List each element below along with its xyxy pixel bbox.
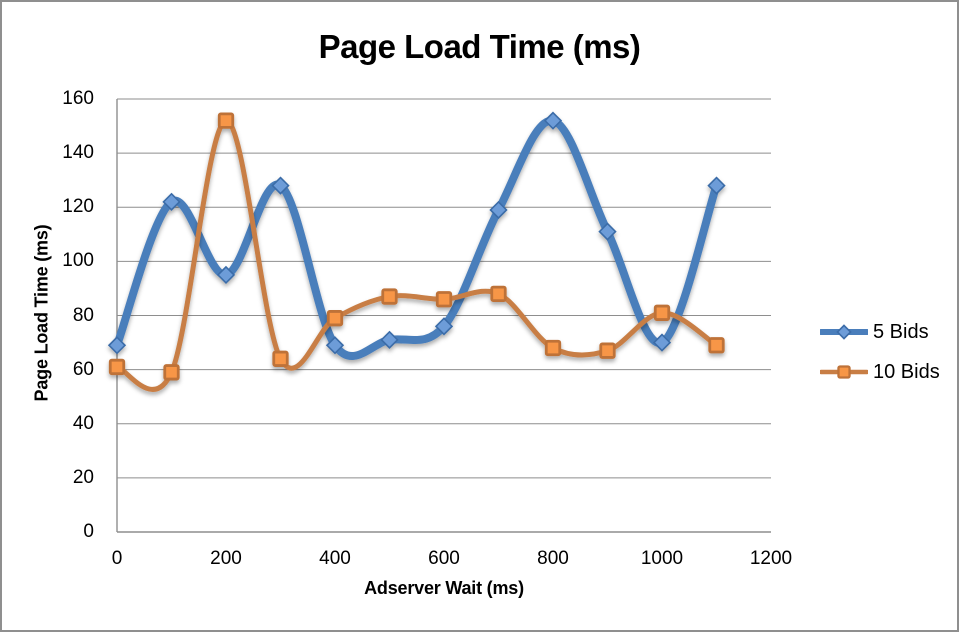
chart-title: Page Load Time (ms): [318, 28, 641, 65]
y-tick-label: 100: [62, 250, 94, 272]
marker-10-bids: [217, 112, 235, 129]
x-tick-label: 0: [111, 548, 123, 569]
marker-5-bids: [598, 222, 617, 241]
x-axis-title: Adserver Wait (ms): [364, 578, 524, 598]
x-tick-label: 600: [428, 548, 460, 569]
marker-10-bids: [163, 364, 180, 381]
legend-label-10-bids: 10 Bids: [873, 360, 940, 383]
legend-swatch-10-bids: [820, 365, 868, 379]
y-tick-label: 60: [72, 358, 94, 380]
marker-5-bids: [489, 200, 508, 220]
y-tick-label: 160: [62, 88, 94, 109]
y-tick-label: 140: [62, 142, 94, 164]
x-tick-label: 400: [319, 548, 351, 569]
marker-5-bids: [162, 192, 181, 211]
marker-10-bids: [599, 342, 616, 359]
marker-10-bids: [272, 350, 289, 367]
marker-5-bids: [380, 330, 399, 349]
marker-5-bids: [434, 317, 454, 336]
legend-swatch-5-bids: [820, 324, 868, 340]
y-tick-label: 40: [72, 412, 94, 434]
legend: 5 Bids 10 Bids: [820, 319, 940, 385]
marker-5-bids: [652, 333, 672, 352]
marker-10-bids: [490, 285, 507, 303]
marker-5-bids: [543, 111, 563, 130]
marker-5-bids: [325, 336, 345, 355]
legend-item-5-bids: 5 Bids: [820, 319, 940, 345]
marker-10-bids: [381, 288, 398, 305]
marker-5-bids: [107, 336, 127, 355]
y-tick-label: 120: [62, 196, 94, 218]
marker-5-bids: [836, 324, 852, 340]
marker-5-bids: [707, 176, 726, 195]
x-tick-label: 800: [537, 548, 569, 569]
legend-label-5-bids: 5 Bids: [873, 320, 929, 343]
x-tick-label: 1000: [640, 548, 684, 569]
y-tick-label: 20: [72, 466, 94, 488]
series-5-bids: [107, 111, 726, 361]
marker-5-bids: [271, 176, 290, 195]
marker-10-bids: [708, 337, 725, 354]
marker-10-bids: [108, 358, 126, 376]
marker-10-bids: [653, 304, 671, 321]
marker-10-bids: [837, 365, 851, 379]
marker-10-bids: [326, 310, 344, 327]
series-line-5-bids: [113, 116, 721, 361]
marker-5-bids: [216, 265, 236, 285]
marker-10-bids: [544, 339, 562, 357]
series-10-bids: [108, 112, 725, 392]
x-tick-label: 1200: [749, 548, 793, 569]
y-tick-label: 0: [83, 521, 94, 542]
x-tick-label: 200: [210, 548, 242, 569]
legend-item-10-bids: 10 Bids: [820, 359, 940, 385]
marker-10-bids: [435, 291, 453, 308]
y-tick-label: 80: [72, 304, 94, 326]
